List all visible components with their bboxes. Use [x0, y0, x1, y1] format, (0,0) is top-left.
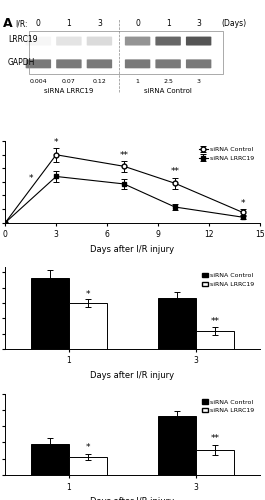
- FancyBboxPatch shape: [26, 60, 51, 68]
- Bar: [196, 450, 234, 475]
- Text: 0.004: 0.004: [30, 78, 47, 84]
- FancyBboxPatch shape: [87, 36, 112, 46]
- X-axis label: Days after I/R injury: Days after I/R injury: [90, 245, 175, 254]
- Text: **: **: [211, 318, 220, 326]
- Text: 0: 0: [36, 19, 41, 28]
- Text: 3: 3: [197, 78, 201, 84]
- Legend: siRNA Control, siRNA LRRC19: siRNA Control, siRNA LRRC19: [199, 270, 257, 289]
- FancyBboxPatch shape: [155, 36, 181, 46]
- Text: 1: 1: [166, 19, 170, 28]
- Bar: [69, 457, 107, 475]
- FancyBboxPatch shape: [125, 36, 150, 46]
- Text: GAPDH: GAPDH: [8, 58, 35, 66]
- X-axis label: Days after I/R injury: Days after I/R injury: [90, 371, 175, 380]
- Text: (Days): (Days): [222, 19, 247, 28]
- Bar: [196, 331, 234, 349]
- Text: 0: 0: [135, 19, 140, 28]
- Text: LRRC19: LRRC19: [8, 35, 37, 44]
- FancyBboxPatch shape: [56, 36, 82, 46]
- FancyBboxPatch shape: [186, 36, 211, 46]
- Legend: siRNA Control, siRNA LRRC19: siRNA Control, siRNA LRRC19: [196, 144, 257, 163]
- Bar: [31, 444, 69, 475]
- Text: *: *: [241, 198, 245, 207]
- Bar: [69, 303, 107, 349]
- Text: *: *: [29, 174, 33, 184]
- Bar: [31, 278, 69, 349]
- Text: *: *: [54, 138, 58, 146]
- Text: **: **: [211, 434, 220, 443]
- FancyBboxPatch shape: [26, 36, 51, 46]
- Text: siRNA LRRC19: siRNA LRRC19: [44, 88, 94, 94]
- Bar: [158, 298, 196, 349]
- Text: *: *: [86, 443, 90, 452]
- FancyBboxPatch shape: [155, 60, 181, 68]
- Text: **: **: [170, 168, 179, 176]
- Text: I/R:: I/R:: [15, 19, 28, 28]
- Text: **: **: [120, 150, 129, 160]
- Text: 3: 3: [196, 19, 201, 28]
- X-axis label: Days after I/R injury: Days after I/R injury: [90, 497, 175, 500]
- FancyBboxPatch shape: [87, 60, 112, 68]
- Bar: [158, 416, 196, 475]
- Text: 3: 3: [97, 19, 102, 28]
- Text: 0.12: 0.12: [92, 78, 106, 84]
- FancyBboxPatch shape: [56, 60, 82, 68]
- Text: *: *: [86, 290, 90, 299]
- Text: 2.5: 2.5: [163, 78, 173, 84]
- FancyBboxPatch shape: [125, 60, 150, 68]
- Text: 1: 1: [136, 78, 140, 84]
- Legend: siRNA Control, siRNA LRRC19: siRNA Control, siRNA LRRC19: [199, 396, 257, 415]
- Text: siRNA Control: siRNA Control: [144, 88, 192, 94]
- Text: A: A: [3, 16, 12, 30]
- Text: 1: 1: [67, 19, 71, 28]
- FancyBboxPatch shape: [186, 60, 211, 68]
- Text: 0.07: 0.07: [62, 78, 76, 84]
